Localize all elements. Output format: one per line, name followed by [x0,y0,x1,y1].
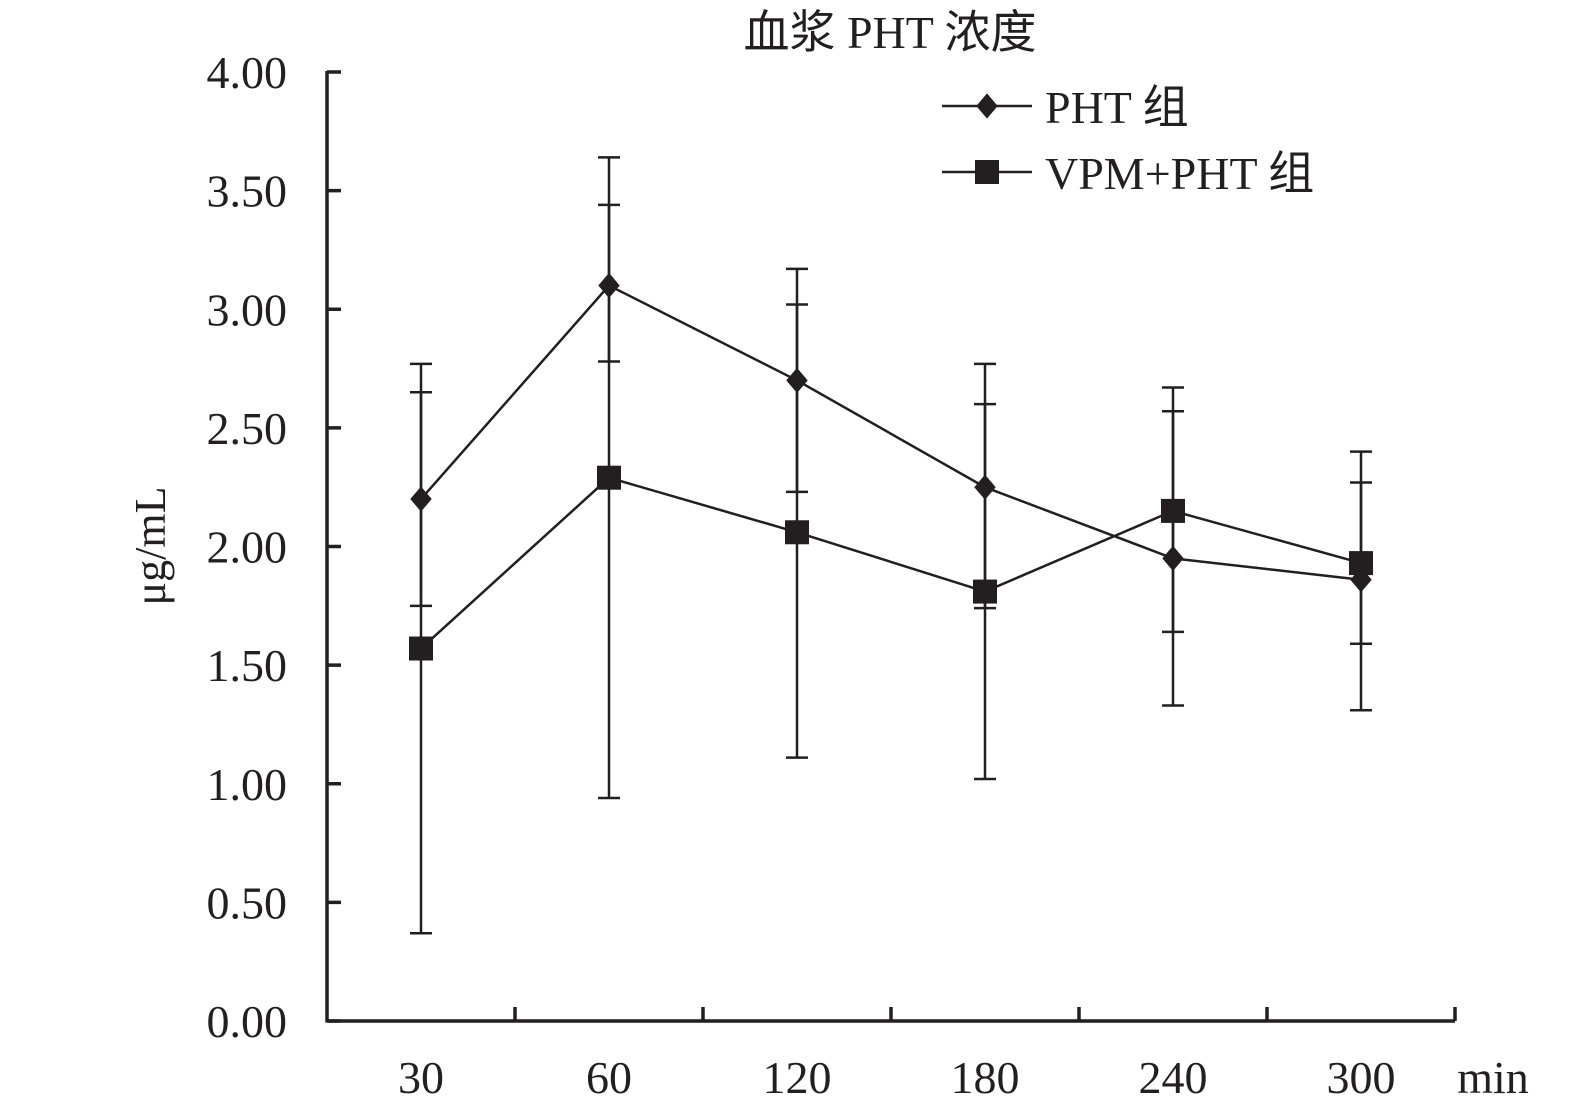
axes [325,71,1455,1023]
y-tick-label: 2.00 [207,522,288,573]
series-2 [409,203,1373,935]
legend-label: PHT 组 [1045,82,1189,133]
y-tick-label: 0.00 [207,996,288,1047]
data-point [597,465,621,490]
series-1 [410,156,1372,646]
data-point [973,579,997,604]
y-axis-label: μg/mL [126,487,175,606]
legend-label: VPM+PHT 组 [1045,148,1314,199]
x-tick-label: 180 [951,1052,1020,1103]
error-bar [410,391,432,935]
x-axis-ticks: 30 60 120 180 240 300 [398,1007,1457,1103]
series-line [420,283,1362,581]
chart-title: 血浆 PHT 浓度 [743,7,1036,58]
data-point [785,520,809,545]
x-tick-label: 120 [763,1052,832,1103]
y-tick-label: 3.50 [207,166,288,217]
legend-marker [975,160,999,184]
data-point [1161,498,1185,523]
x-axis-label: min [1457,1052,1529,1103]
legend: PHT 组 VPM+PHT 组 [942,82,1314,199]
error-bar [1162,410,1184,707]
y-tick-label: 1.50 [207,640,288,691]
y-tick-label: 4.00 [207,47,288,98]
legend-item: PHT 组 [942,82,1189,133]
y-axis-ticks: 0.00 0.50 1.00 1.50 2.00 2.50 3.00 3.50 4.00 [207,47,341,1047]
data-point [409,636,433,661]
x-tick-label: 300 [1327,1052,1396,1103]
x-tick-label: 60 [586,1052,632,1103]
series-line [420,476,1362,650]
legend-marker [976,93,998,119]
legend-item: VPM+PHT 组 [942,148,1314,199]
y-tick-label: 1.00 [207,759,288,810]
data-point [1349,551,1373,576]
y-tick-label: 2.50 [207,403,288,454]
error-bar [598,203,620,800]
error-bar [1350,481,1372,712]
y-tick-label: 3.00 [207,284,288,335]
y-tick-label: 0.50 [207,877,288,928]
x-tick-label: 30 [398,1052,444,1103]
series-layer [409,156,1373,935]
x-tick-label: 240 [1139,1052,1208,1103]
